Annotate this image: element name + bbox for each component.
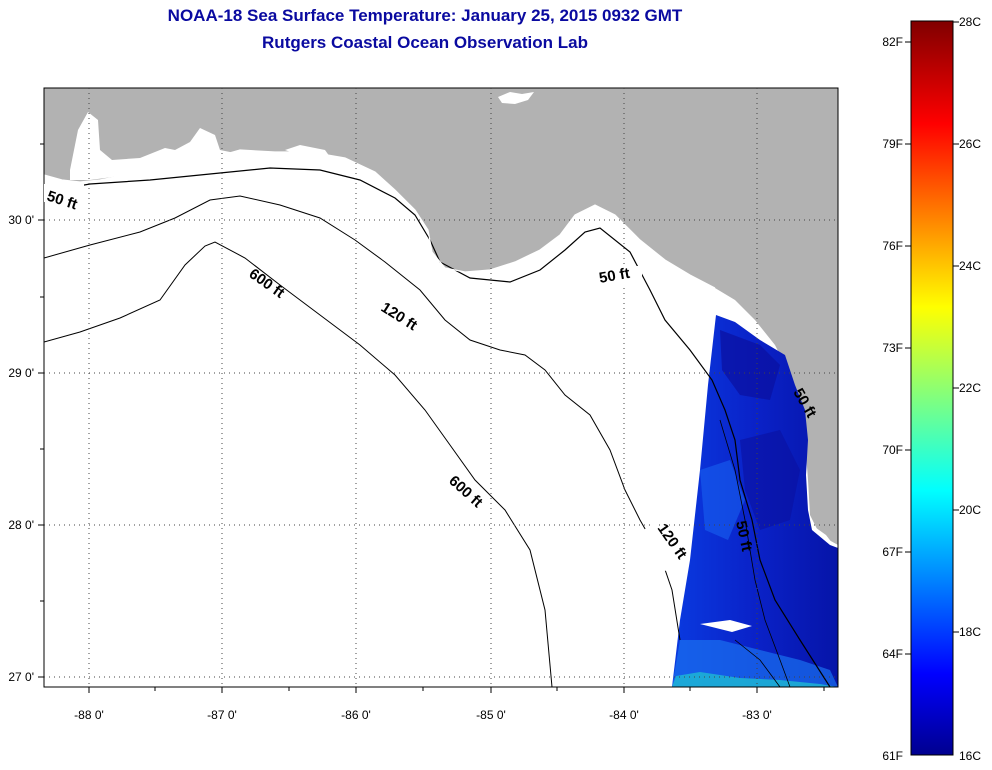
- contour-50ft-west: [44, 167, 831, 687]
- lon-tick-label: -86 0': [341, 708, 371, 722]
- lon-tick-label: -83 0': [742, 708, 772, 722]
- scale-label-c: 24C: [959, 259, 981, 273]
- map-title: NOAA-18 Sea Surface Temperature: January…: [167, 6, 683, 25]
- map-subtitle: Rutgers Coastal Ocean Observation Lab: [262, 33, 588, 52]
- scale-label-c: 16C: [959, 749, 981, 763]
- cloud-gap: [700, 620, 752, 632]
- lon-tick-label: -84 0': [609, 708, 639, 722]
- scale-label-f: 67F: [882, 545, 903, 559]
- color-scale-bar: [910, 20, 954, 756]
- scale-label-f: 76F: [882, 239, 903, 253]
- scale-label-c: 22C: [959, 381, 981, 395]
- lat-tick-label: 28 0': [8, 518, 34, 532]
- map-frame: [43, 87, 839, 688]
- scale-label-f: 79F: [882, 137, 903, 151]
- lat-tick-label: 27 0': [8, 670, 34, 684]
- scale-label-c: 26C: [959, 137, 981, 151]
- lon-tick-label: -87 0': [207, 708, 237, 722]
- lon-tick-label: -85 0': [476, 708, 506, 722]
- scale-label-c: 20C: [959, 503, 981, 517]
- contour-label: 50 ft: [732, 519, 755, 553]
- scale-label-f: 73F: [882, 341, 903, 355]
- lat-tick-label: 30 0': [8, 213, 34, 227]
- bay-area: [70, 112, 250, 180]
- scale-label-f: 64F: [882, 647, 903, 661]
- scale-label-c: 28C: [959, 15, 981, 29]
- scale-label-c: 18C: [959, 625, 981, 639]
- scale-label-f: 82F: [882, 35, 903, 49]
- lon-tick-label: -88 0': [74, 708, 104, 722]
- contour-600ft: [44, 241, 553, 687]
- scale-label-f: 70F: [882, 443, 903, 457]
- land-area: [44, 88, 838, 545]
- contour-label: 50 ft: [598, 265, 631, 287]
- lat-tick-label: 29 0': [8, 366, 34, 380]
- scale-label-f: 61F: [882, 749, 903, 763]
- inland-lake: [498, 92, 534, 104]
- contour-120ft: [44, 195, 681, 641]
